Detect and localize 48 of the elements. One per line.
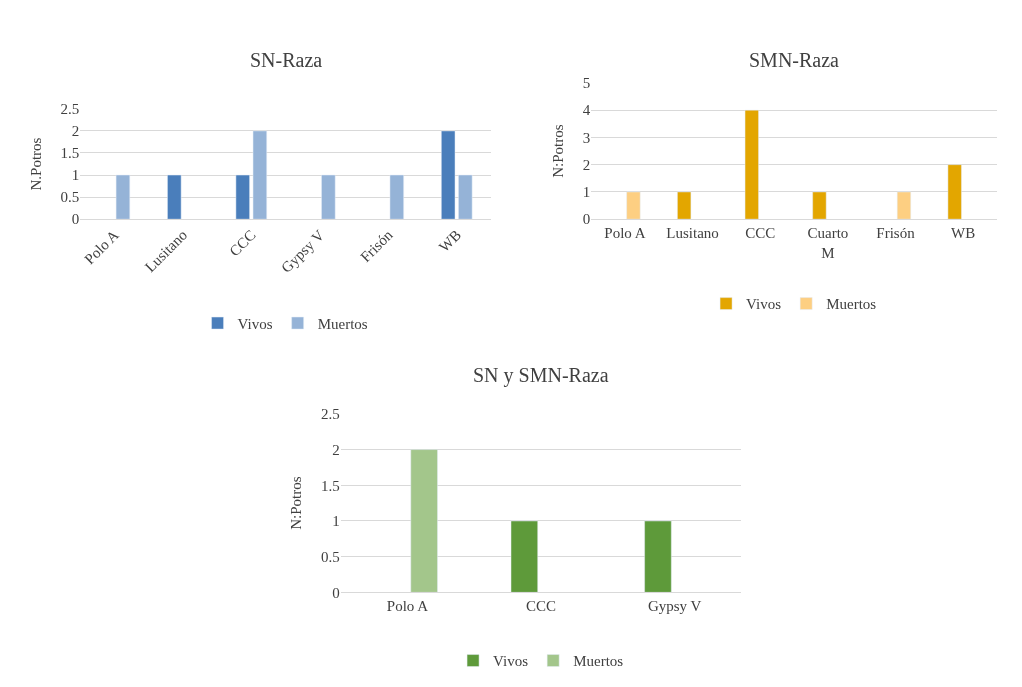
x-tick-label: CCC — [226, 226, 259, 260]
bar — [947, 164, 962, 220]
legend-label: Muertos — [826, 296, 877, 313]
x-tick-label: WB — [435, 226, 465, 256]
x-tick-label: Lusitano — [666, 225, 719, 242]
x-tick-label: Frisón — [876, 225, 916, 242]
bar — [626, 191, 641, 220]
y-tick-label: 2 — [332, 441, 340, 458]
y-tick-label: 0 — [332, 584, 340, 601]
x-tick-label: Polo A — [81, 226, 122, 268]
x-tick-label: CCC — [745, 225, 776, 242]
y-tick-label: 2.5 — [320, 406, 340, 423]
y-tick-label: 0 — [582, 211, 591, 228]
y-tick-label: 1.5 — [320, 477, 340, 494]
x-tick-label: Polo A — [386, 598, 429, 615]
y-axis-title: N:Potros — [288, 476, 305, 530]
y-tick-label: 0.5 — [320, 548, 340, 565]
bar — [744, 109, 759, 220]
chart-title: SN-Raza — [250, 49, 323, 71]
y-tick-label: 4 — [582, 102, 591, 119]
bar — [812, 191, 827, 220]
bar — [896, 191, 911, 220]
legend-label: Muertos — [317, 315, 368, 332]
y-tick-label: 3 — [582, 129, 591, 146]
x-tick-label: Gypsy V — [647, 598, 702, 615]
y-tick-label: 2.5 — [60, 101, 80, 118]
chart-title: SN y SMN-Raza — [473, 364, 609, 387]
y-axis-title: N.Potros — [27, 137, 44, 191]
x-tick-label: WB — [951, 225, 976, 242]
x-tick-label: Cuarto M — [807, 225, 849, 261]
x-tick-label: CCC — [526, 598, 557, 615]
y-tick-label: 1 — [582, 184, 591, 201]
y-tick-label: 0.5 — [60, 189, 80, 206]
y-tick-label: 2 — [582, 156, 591, 173]
bar — [677, 191, 692, 220]
y-tick-label: 1.5 — [60, 145, 80, 162]
legend-label: Vivos — [746, 296, 782, 313]
legend-label: Vivos — [493, 653, 529, 670]
legend-label: Vivos — [237, 315, 273, 332]
y-tick-label: 1 — [71, 167, 80, 184]
y-tick-label: 5 — [582, 75, 591, 92]
legend-label: Muertos — [573, 653, 624, 670]
y-tick-label: 1 — [332, 513, 340, 530]
y-tick-label: 2 — [71, 123, 80, 140]
y-axis-title: N:Potros — [549, 124, 566, 178]
chart-title: SMN-Raza — [749, 49, 840, 71]
y-tick-label: 0 — [71, 211, 80, 228]
x-tick-label: Polo A — [604, 225, 646, 242]
